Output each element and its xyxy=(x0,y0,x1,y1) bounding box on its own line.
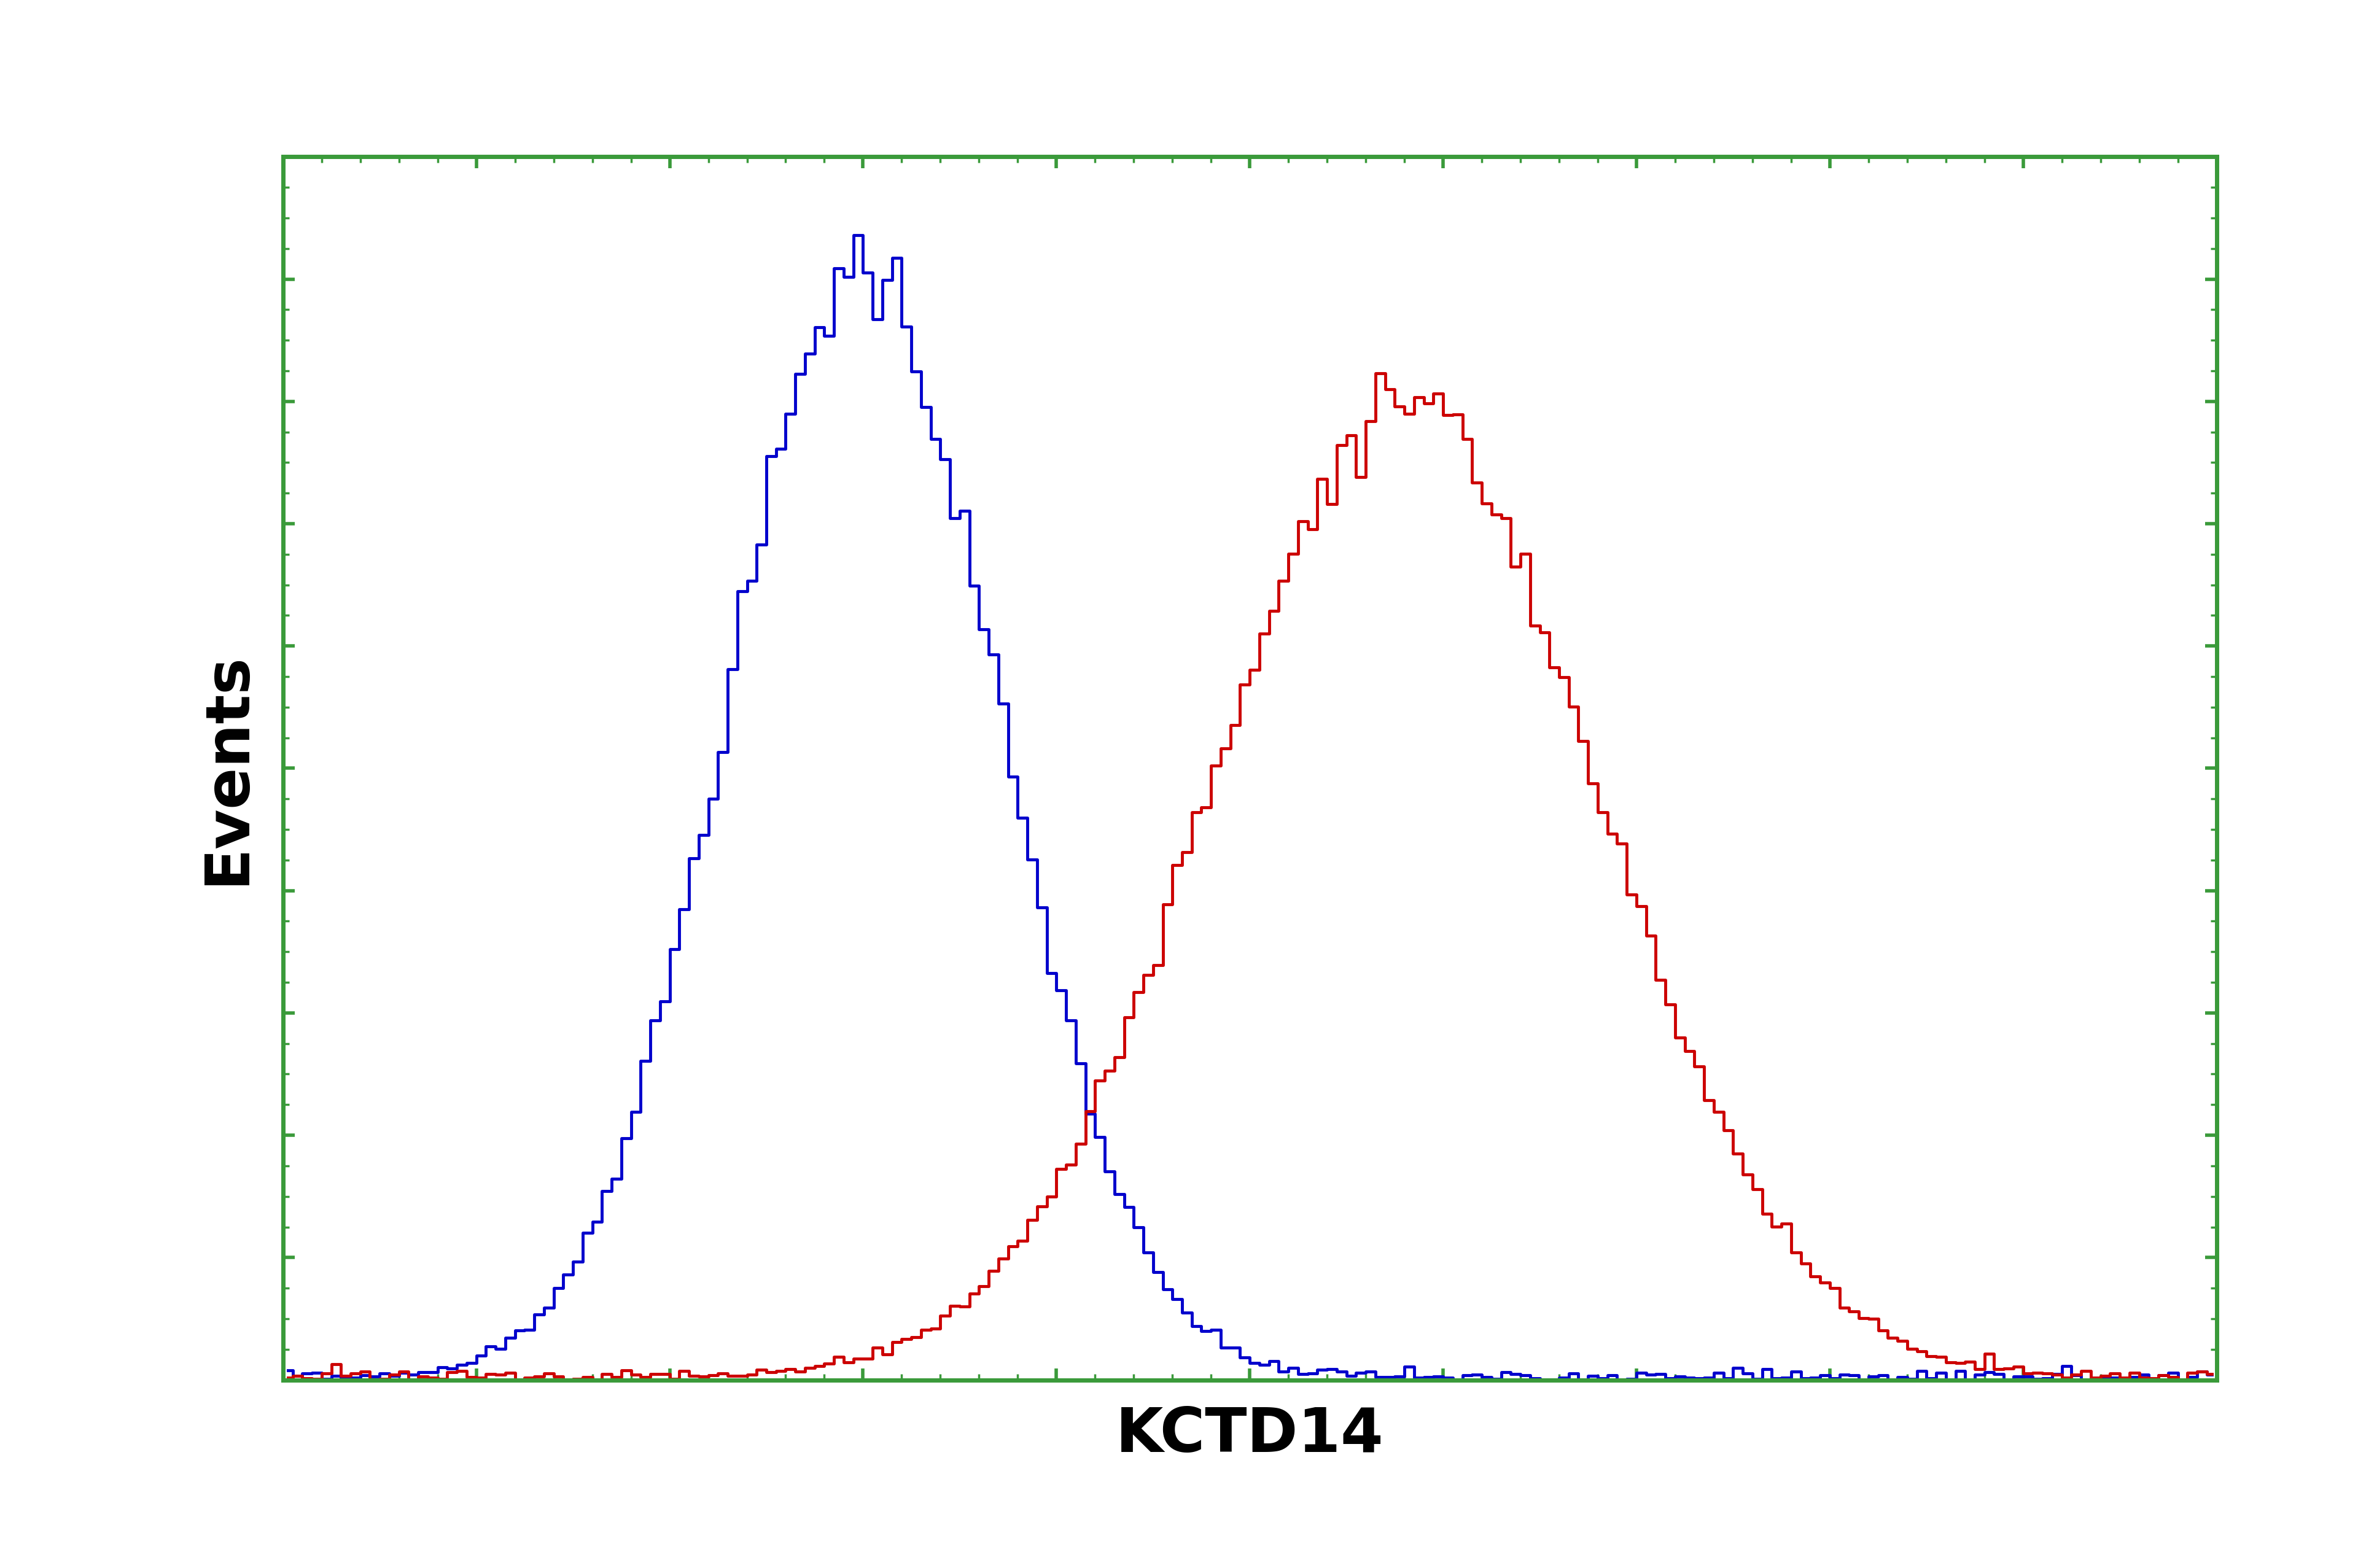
X-axis label: KCTD14: KCTD14 xyxy=(1115,1405,1384,1465)
Y-axis label: Events: Events xyxy=(198,652,257,884)
